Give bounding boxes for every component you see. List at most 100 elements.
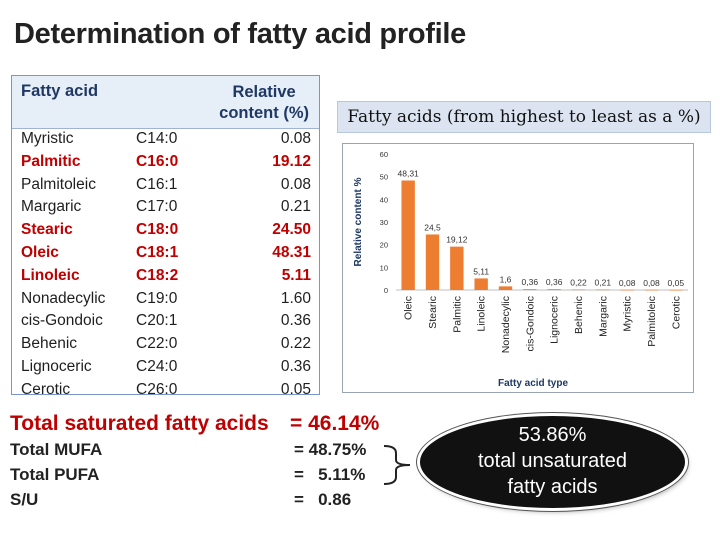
- total-saturated-label: Total saturated fatty acids: [10, 412, 269, 435]
- data-label: 19,12: [446, 235, 468, 245]
- relative-content-value: 0.08: [280, 130, 311, 147]
- fatty-acid-code: C24:0: [136, 357, 178, 375]
- total-mufa-label: Total MUFA: [10, 440, 103, 459]
- data-label: 24,5: [424, 222, 441, 232]
- bar-chart: Relative content % 0 10 20 30 40 50 60 48,31 Olei…: [342, 143, 694, 393]
- relative-content-value: 0.21: [280, 198, 311, 216]
- y-tick-label: 40: [380, 195, 388, 204]
- bar: [571, 289, 586, 291]
- total-mufa-value: = 48.75%: [294, 440, 367, 459]
- bar: [450, 246, 464, 290]
- category-label: Behenic: [573, 296, 585, 334]
- category-label: Oleic: [403, 296, 415, 320]
- fatty-acid-name: Margaric: [21, 198, 82, 216]
- bar: [523, 289, 537, 290]
- callout-percent: 53.86%: [518, 424, 587, 446]
- table-row: Lignoceric C24:0 0.36: [12, 356, 319, 379]
- data-label: 1,6: [500, 274, 512, 284]
- bar: [644, 289, 659, 291]
- category-label: Stearic: [427, 296, 439, 329]
- category-label: Myristic: [622, 296, 634, 332]
- fatty-acid-name: Palmitic: [21, 152, 81, 170]
- fatty-acid-code: C18:1: [136, 243, 179, 261]
- fatty-acid-code: C16:1: [136, 175, 178, 193]
- fatty-acid-code: C16:0: [136, 152, 179, 170]
- y-tick-label: 20: [380, 241, 388, 250]
- category-label: Palmitic: [451, 296, 463, 333]
- data-label: 0,21: [595, 278, 612, 288]
- bar: [596, 289, 610, 291]
- y-tick-label: 10: [380, 263, 388, 272]
- data-label: 0,22: [570, 278, 587, 288]
- fatty-acid-name: Stearic: [21, 221, 73, 239]
- data-label: 48,31: [398, 168, 420, 178]
- relative-content-value: 24.50: [272, 221, 311, 239]
- callout-line3: fatty acids: [507, 476, 598, 498]
- fatty-acid-name: Lignoceric: [21, 357, 92, 375]
- data-label: 0,36: [522, 277, 539, 287]
- relative-content-value: 0.05: [280, 380, 311, 398]
- table-body: Myristic C14:0 0.08 Palmitic C16:0 19.12 Palmi…: [12, 128, 319, 402]
- table-row: Stearic C18:0 24.50: [12, 219, 319, 242]
- total-pufa-label: Total PUFA: [10, 465, 100, 484]
- data-label: 0,36: [546, 277, 563, 287]
- fatty-acid-code: C22:0: [136, 335, 178, 353]
- slide-title: Determination of fatty acid profile: [14, 18, 466, 50]
- table-header: Fatty acid Relative content (%): [12, 76, 319, 129]
- relative-content-value: 1.60: [280, 289, 311, 307]
- fatty-acid-name: Myristic: [21, 130, 74, 147]
- y-tick-label: 60: [380, 150, 388, 159]
- total-saturated-value: = 46.14%: [290, 412, 380, 435]
- x-axis-title: Fatty acid type: [498, 378, 568, 389]
- bar: [474, 278, 488, 290]
- y-tick-label: 30: [380, 218, 388, 227]
- column-header-relative-content: Relative content (%): [219, 82, 309, 124]
- curly-brace-icon: [383, 445, 411, 485]
- y-tick-label: 0: [384, 286, 388, 295]
- fatty-acid-name: Palmitoleic: [21, 175, 96, 193]
- bar-chart-svg: Relative content % 0 10 20 30 40 50 60 48,31 Olei…: [353, 150, 688, 389]
- bar: [401, 180, 415, 290]
- callout-line2: total unsaturated: [478, 450, 627, 472]
- column-header-relative-line2: content (%): [219, 104, 309, 122]
- fatty-acid-code: C18:0: [136, 221, 179, 239]
- unsaturated-callout: 53.86% total unsaturated fatty acids: [420, 416, 685, 508]
- fatty-acid-name: Linoleic: [21, 266, 80, 284]
- chart-title: Fatty acids (from highest to least as a …: [337, 101, 711, 133]
- table-row: Palmitic C16:0 19.12: [12, 151, 319, 174]
- relative-content-value: 48.31: [272, 243, 311, 261]
- table-row: Palmitoleic C16:1 0.08: [12, 174, 319, 197]
- s-u-ratio-label: S/U: [10, 490, 39, 509]
- fatty-acid-code: C14:0: [136, 130, 178, 147]
- table-row: Behenic C22:0 0.22: [12, 333, 319, 356]
- fatty-acid-name: cis-Gondoic: [21, 312, 103, 330]
- s-u-ratio-value: = 0.86: [294, 490, 352, 509]
- table-row: Linoleic C18:2 5.11: [12, 265, 319, 288]
- category-label: Palmitoleic: [646, 296, 658, 347]
- category-label: Nonadecylic: [500, 296, 512, 353]
- bar: [425, 234, 440, 290]
- bar: [620, 289, 634, 291]
- relative-content-value: 0.08: [280, 175, 311, 193]
- category-label: Cerotic: [670, 296, 682, 329]
- category-label: Lignoceric: [549, 296, 561, 344]
- table-row: Margaric C17:0 0.21: [12, 196, 319, 219]
- fatty-acid-code: C18:2: [136, 266, 179, 284]
- bar: [547, 289, 561, 290]
- category-label: Linoleic: [476, 296, 488, 332]
- fatty-acid-code: C17:0: [136, 198, 178, 216]
- total-pufa-value: = 5.11%: [294, 465, 366, 484]
- category-label: cis-Gondoic: [524, 296, 536, 351]
- column-header-relative-line1: Relative: [232, 83, 296, 101]
- fatty-acid-code: C26:0: [136, 380, 178, 398]
- y-tick-label: 50: [380, 173, 388, 182]
- bar: [498, 286, 513, 290]
- relative-content-value: 0.22: [280, 335, 311, 353]
- fatty-acid-name: Behenic: [21, 335, 78, 353]
- table-row: Oleic C18:1 48.31: [12, 242, 319, 265]
- column-header-fatty-acid: Fatty acid: [21, 82, 99, 100]
- table-row: Myristic C14:0 0.08: [12, 128, 319, 151]
- relative-content-value: 0.36: [280, 312, 311, 330]
- data-label: 0,08: [619, 278, 636, 288]
- table-row: Nonadecylic C19:0 1.60: [12, 288, 319, 311]
